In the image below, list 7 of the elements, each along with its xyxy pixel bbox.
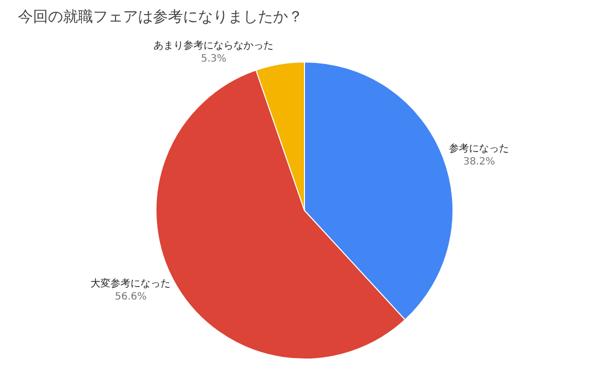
slice-label: 参考になった: [449, 142, 510, 154]
slice-label: あまり参考にならなかった: [154, 39, 274, 52]
data-label: 5.3%: [200, 53, 226, 64]
slice-label: 大変参考になった: [90, 277, 171, 290]
data-label: 56.6%: [114, 291, 147, 302]
data-label: 38.2%: [463, 156, 495, 168]
chart-title: 今回の就職フェアは参考になりましたか？: [18, 8, 303, 26]
